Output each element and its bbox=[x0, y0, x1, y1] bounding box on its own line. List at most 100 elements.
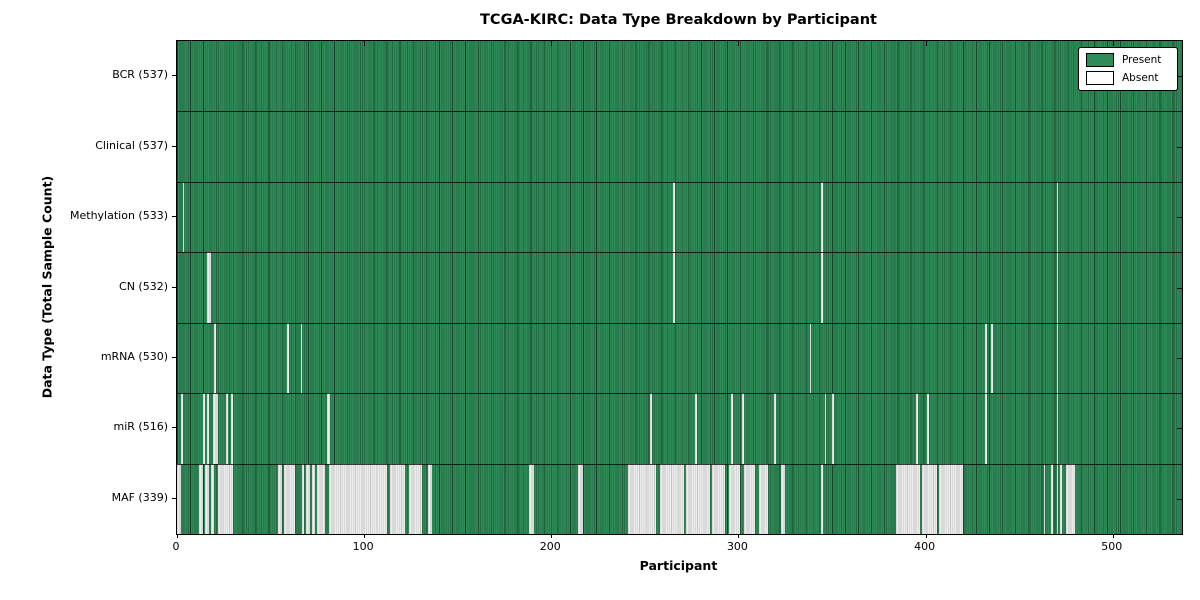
row-cn bbox=[177, 252, 1182, 323]
x-tick-label: 500 bbox=[1101, 540, 1123, 553]
y-tick-mark bbox=[1177, 498, 1182, 500]
x-tick-mark bbox=[551, 534, 553, 538]
y-tick-label-mir: miR (516) bbox=[113, 420, 169, 434]
absent-stripe bbox=[328, 463, 387, 534]
absent-stripe bbox=[1056, 322, 1059, 394]
absent-stripe bbox=[659, 463, 685, 534]
legend-entry-absent: Absent bbox=[1079, 69, 1177, 87]
absent-stripe bbox=[650, 393, 653, 464]
absent-stripe bbox=[809, 322, 812, 394]
absent-stripe bbox=[832, 393, 834, 464]
x-axis-label: Participant bbox=[639, 558, 718, 573]
y-tick-mark bbox=[172, 356, 176, 358]
absent-stripe bbox=[781, 463, 786, 534]
x-tick-mark bbox=[738, 534, 740, 538]
y-tick-mark bbox=[172, 145, 176, 147]
absent-stripe bbox=[225, 393, 228, 464]
x-tick-mark bbox=[364, 41, 366, 46]
absent-stripe bbox=[326, 393, 331, 464]
absent-stripe bbox=[287, 322, 290, 394]
absent-stripe bbox=[916, 393, 919, 464]
absent-stripe bbox=[427, 463, 432, 534]
absent-stripe bbox=[390, 463, 406, 534]
row-boundary bbox=[177, 322, 1182, 324]
y-tick-label-maf: MAF (339) bbox=[111, 490, 168, 504]
absent-stripe bbox=[177, 463, 181, 534]
absent-stripe bbox=[210, 463, 215, 534]
row-boundary bbox=[177, 393, 1182, 395]
x-tick-label: 0 bbox=[172, 540, 180, 553]
absent-stripe bbox=[895, 463, 920, 534]
x-tick-mark bbox=[551, 41, 553, 46]
y-tick-mark bbox=[172, 497, 176, 499]
x-tick-mark bbox=[925, 534, 927, 538]
absent-stripe bbox=[199, 463, 204, 534]
absent-stripe bbox=[820, 463, 823, 534]
row-boundary bbox=[177, 252, 1182, 254]
absent-stripe bbox=[1050, 463, 1053, 534]
absent-stripe bbox=[730, 393, 733, 464]
absent-stripe bbox=[1043, 463, 1046, 534]
absent-stripe bbox=[927, 393, 930, 464]
y-tick-mark bbox=[172, 75, 176, 77]
absent-stripe bbox=[212, 393, 219, 464]
row-boundary bbox=[177, 111, 1182, 113]
absent-stripe bbox=[628, 463, 657, 534]
y-tick-label-bcr: BCR (537) bbox=[112, 68, 168, 82]
x-tick-mark bbox=[177, 534, 178, 538]
absent-stripe bbox=[1056, 181, 1059, 253]
absent-stripe bbox=[306, 463, 310, 534]
absent-stripe bbox=[695, 393, 698, 464]
absent-stripe bbox=[1056, 393, 1059, 464]
absent-stripe bbox=[206, 393, 209, 464]
row-mir bbox=[177, 393, 1182, 464]
absent-stripe bbox=[203, 393, 206, 464]
absent-stripe bbox=[1065, 463, 1076, 534]
absent-stripe bbox=[1060, 463, 1063, 534]
row-methylation bbox=[177, 181, 1182, 253]
y-tick-mark bbox=[172, 286, 176, 288]
absent-stripe bbox=[300, 322, 303, 394]
absent-stripe bbox=[317, 463, 325, 534]
absent-stripe bbox=[672, 181, 675, 253]
absent-stripe bbox=[824, 393, 827, 464]
y-tick-label-mrna: mRNA (530) bbox=[100, 349, 168, 363]
absent-stripe bbox=[1056, 252, 1059, 323]
absent-stripe bbox=[742, 393, 745, 464]
absent-stripe bbox=[218, 463, 234, 534]
x-tick-mark bbox=[925, 41, 927, 46]
absent-stripe bbox=[205, 463, 209, 534]
absent-stripe bbox=[214, 322, 217, 394]
x-tick-mark bbox=[364, 534, 366, 538]
y-tick-mark bbox=[172, 427, 176, 429]
y-tick-label-cn: CN (532) bbox=[119, 279, 168, 293]
row-boundary bbox=[177, 181, 1182, 183]
absent-stripe bbox=[528, 463, 535, 534]
x-tick-label: 400 bbox=[914, 540, 936, 553]
x-tick-label: 300 bbox=[726, 540, 748, 553]
row-bcr bbox=[177, 41, 1182, 112]
absent-stripe bbox=[921, 463, 937, 534]
y-tick-mark bbox=[1177, 217, 1182, 219]
row-maf bbox=[177, 463, 1182, 534]
absent-stripe bbox=[231, 393, 234, 464]
absent-stripe bbox=[820, 181, 823, 253]
x-tick-mark bbox=[1112, 41, 1114, 46]
y-tick-label-methylation: Methylation (533) bbox=[70, 209, 168, 223]
absent-stripe bbox=[686, 463, 711, 534]
absent-stripe bbox=[206, 252, 211, 323]
chart-title: TCGA-KIRC: Data Type Breakdown by Partic… bbox=[480, 12, 877, 28]
y-tick-mark bbox=[172, 216, 176, 218]
absent-stripe bbox=[759, 463, 769, 534]
absent-swatch-icon bbox=[1086, 71, 1114, 85]
absent-stripe bbox=[302, 463, 305, 534]
absent-stripe bbox=[672, 252, 675, 323]
y-tick-label-clinical: Clinical (537) bbox=[95, 138, 168, 152]
absent-stripe bbox=[311, 463, 316, 534]
absent-stripe bbox=[938, 463, 964, 534]
x-tick-label: 100 bbox=[352, 540, 374, 553]
present-swatch-icon bbox=[1086, 53, 1114, 67]
y-tick-mark bbox=[1177, 428, 1182, 430]
legend-absent-label: Absent bbox=[1122, 72, 1159, 84]
row-clinical bbox=[177, 111, 1182, 182]
